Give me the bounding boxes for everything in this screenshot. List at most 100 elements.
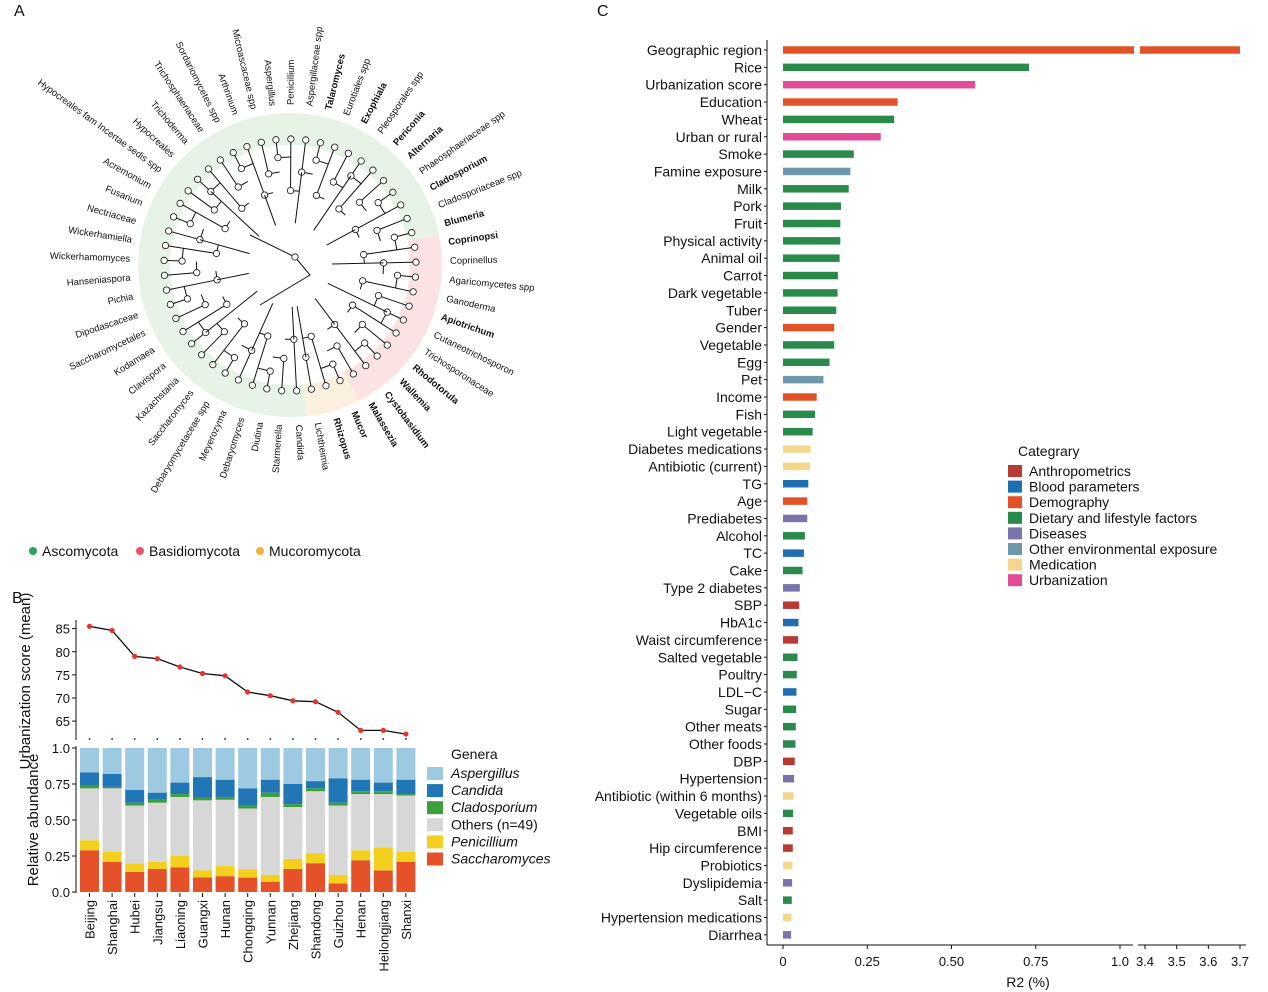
bar-x-tick-label: Henan <box>354 900 369 938</box>
tree-leaf-label: Hanseniaspora <box>66 273 131 289</box>
tree-node <box>160 256 168 264</box>
genera-legend-label: Candida <box>451 782 503 798</box>
tree-node <box>184 187 192 195</box>
bar-x-tick-label: Liaoning <box>173 900 188 949</box>
line-x-tick-dot <box>314 738 317 740</box>
tree-node <box>307 385 316 393</box>
tree-node <box>272 136 280 144</box>
tree-leaf-label: Pichia <box>107 291 135 307</box>
tree-node <box>360 250 368 259</box>
tree-node <box>389 188 397 196</box>
r2-bar <box>783 462 810 471</box>
r2-bar-label: Pet <box>741 372 762 388</box>
stacked-bar-segment-saccharomyces <box>283 868 303 892</box>
category-legend-title: Categrary <box>1018 443 1079 459</box>
tree-leaf-label: Mucor <box>348 410 370 441</box>
tree-leaf-label: Starmerella <box>271 424 285 474</box>
r2-bar <box>783 341 835 349</box>
r2-bar <box>783 427 813 436</box>
category-legend-label: Demography <box>1029 494 1109 510</box>
tree-branch <box>166 279 218 291</box>
genera-legend-swatch <box>427 784 443 798</box>
tree-node <box>280 354 288 362</box>
tree-node <box>221 225 229 233</box>
tree-node <box>248 381 256 389</box>
r2-bar-label: TG <box>743 476 762 492</box>
stacked-bar-segment-aspergillus <box>80 748 99 773</box>
stacked-bar-segment-aspergillus <box>328 748 348 779</box>
r2-bar <box>783 601 800 609</box>
tree-node <box>312 191 320 200</box>
tree-node <box>316 139 325 147</box>
r2-bar-label: Cake <box>729 563 762 579</box>
bar-x-tick-label: Shandong <box>309 900 324 959</box>
r2-bar <box>783 63 1030 72</box>
r2-bar <box>783 722 796 731</box>
line-y-tick-label: 85 <box>56 622 70 637</box>
stacked-bar-segment-penicillium <box>373 847 393 871</box>
line-series <box>89 625 407 735</box>
tree-branch <box>301 139 307 173</box>
c-x-tick-label: 0.50 <box>939 954 964 969</box>
tree-node <box>237 164 245 173</box>
phylum-legend-dot-0 <box>29 547 37 555</box>
tree-node <box>162 286 171 294</box>
tree-branch <box>175 304 206 319</box>
line-point <box>312 699 319 705</box>
r2-bar-label: Urbanization score <box>645 77 762 93</box>
r2-bar-label: Age <box>737 493 762 509</box>
bar-y-tick-label: 1.0 <box>52 741 70 756</box>
stacked-bar-segment-penicillium <box>102 851 122 862</box>
stacked-bar-segment-cladosporium <box>328 802 348 806</box>
tree-branch <box>199 239 250 255</box>
r2-bar <box>783 219 841 228</box>
line-x-tick-dot <box>179 738 181 740</box>
r2-bar-label: Smoke <box>718 146 762 162</box>
tree-branch <box>260 142 270 174</box>
line-point <box>358 727 364 733</box>
stacked-bar-segment-penicillium <box>396 851 416 862</box>
tree-branch <box>352 304 397 334</box>
tree-leaf-label: Nectriaceae <box>86 203 138 227</box>
category-legend-swatch <box>1008 465 1022 477</box>
genera-legend-label: Cladosporium <box>451 799 538 815</box>
tree-node <box>188 340 196 348</box>
r2-bar-label: Vegetable oils <box>675 805 762 821</box>
tree-node <box>194 175 202 183</box>
tree-node <box>373 226 381 235</box>
stacked-bar-segment-others-n- <box>260 796 280 875</box>
bar-x-tick-label: Chongqing <box>241 900 256 963</box>
tree-node <box>329 178 337 186</box>
stacked-bar-segment-aspergillus <box>373 748 393 783</box>
stacked-bar-segment-saccharomyces <box>80 850 99 892</box>
bar-y-axis-label: Relative abundance <box>25 754 42 887</box>
tree-node <box>186 220 194 228</box>
r2-bar <box>783 827 793 835</box>
genera-legend-swatch <box>427 767 443 780</box>
tree-node <box>307 332 315 340</box>
stacked-bar-segment-cladosporium <box>215 796 235 800</box>
r2-bar <box>783 358 830 367</box>
tree-leaf-label: Arthrinium <box>215 72 240 117</box>
r2-bar-label: Light vegetable <box>667 424 762 440</box>
stacked-bar-segment-candida <box>260 779 280 793</box>
bar-y-tick-label: 0.25 <box>45 849 70 864</box>
r2-bar-label: Urban or rural <box>676 129 762 145</box>
stacked-bar-segment-aspergillus <box>170 748 190 783</box>
bar-y-tick-label: 0.0 <box>52 885 70 900</box>
stacked-bar-segment-candida <box>328 778 348 803</box>
stacked-bar-segment-candida <box>215 779 235 797</box>
phylum-legend-label-0: Ascomycota <box>42 543 118 559</box>
stacked-bar-segment-saccharomyces <box>328 883 348 892</box>
bar-x-tick-label: Hubei <box>128 900 143 934</box>
tree-leaf-label: Aspergillaceae spp <box>305 26 326 107</box>
r2-bar-label: Gender <box>715 320 762 336</box>
tree-node <box>223 300 231 308</box>
tree-node <box>411 243 419 251</box>
r2-bar <box>783 98 898 106</box>
tree-branch <box>331 262 384 265</box>
tree-leaf-label: Lichtheimia <box>312 422 331 472</box>
tree-branch <box>219 159 239 188</box>
category-legend-swatch <box>1008 480 1022 493</box>
line-point <box>267 693 273 699</box>
